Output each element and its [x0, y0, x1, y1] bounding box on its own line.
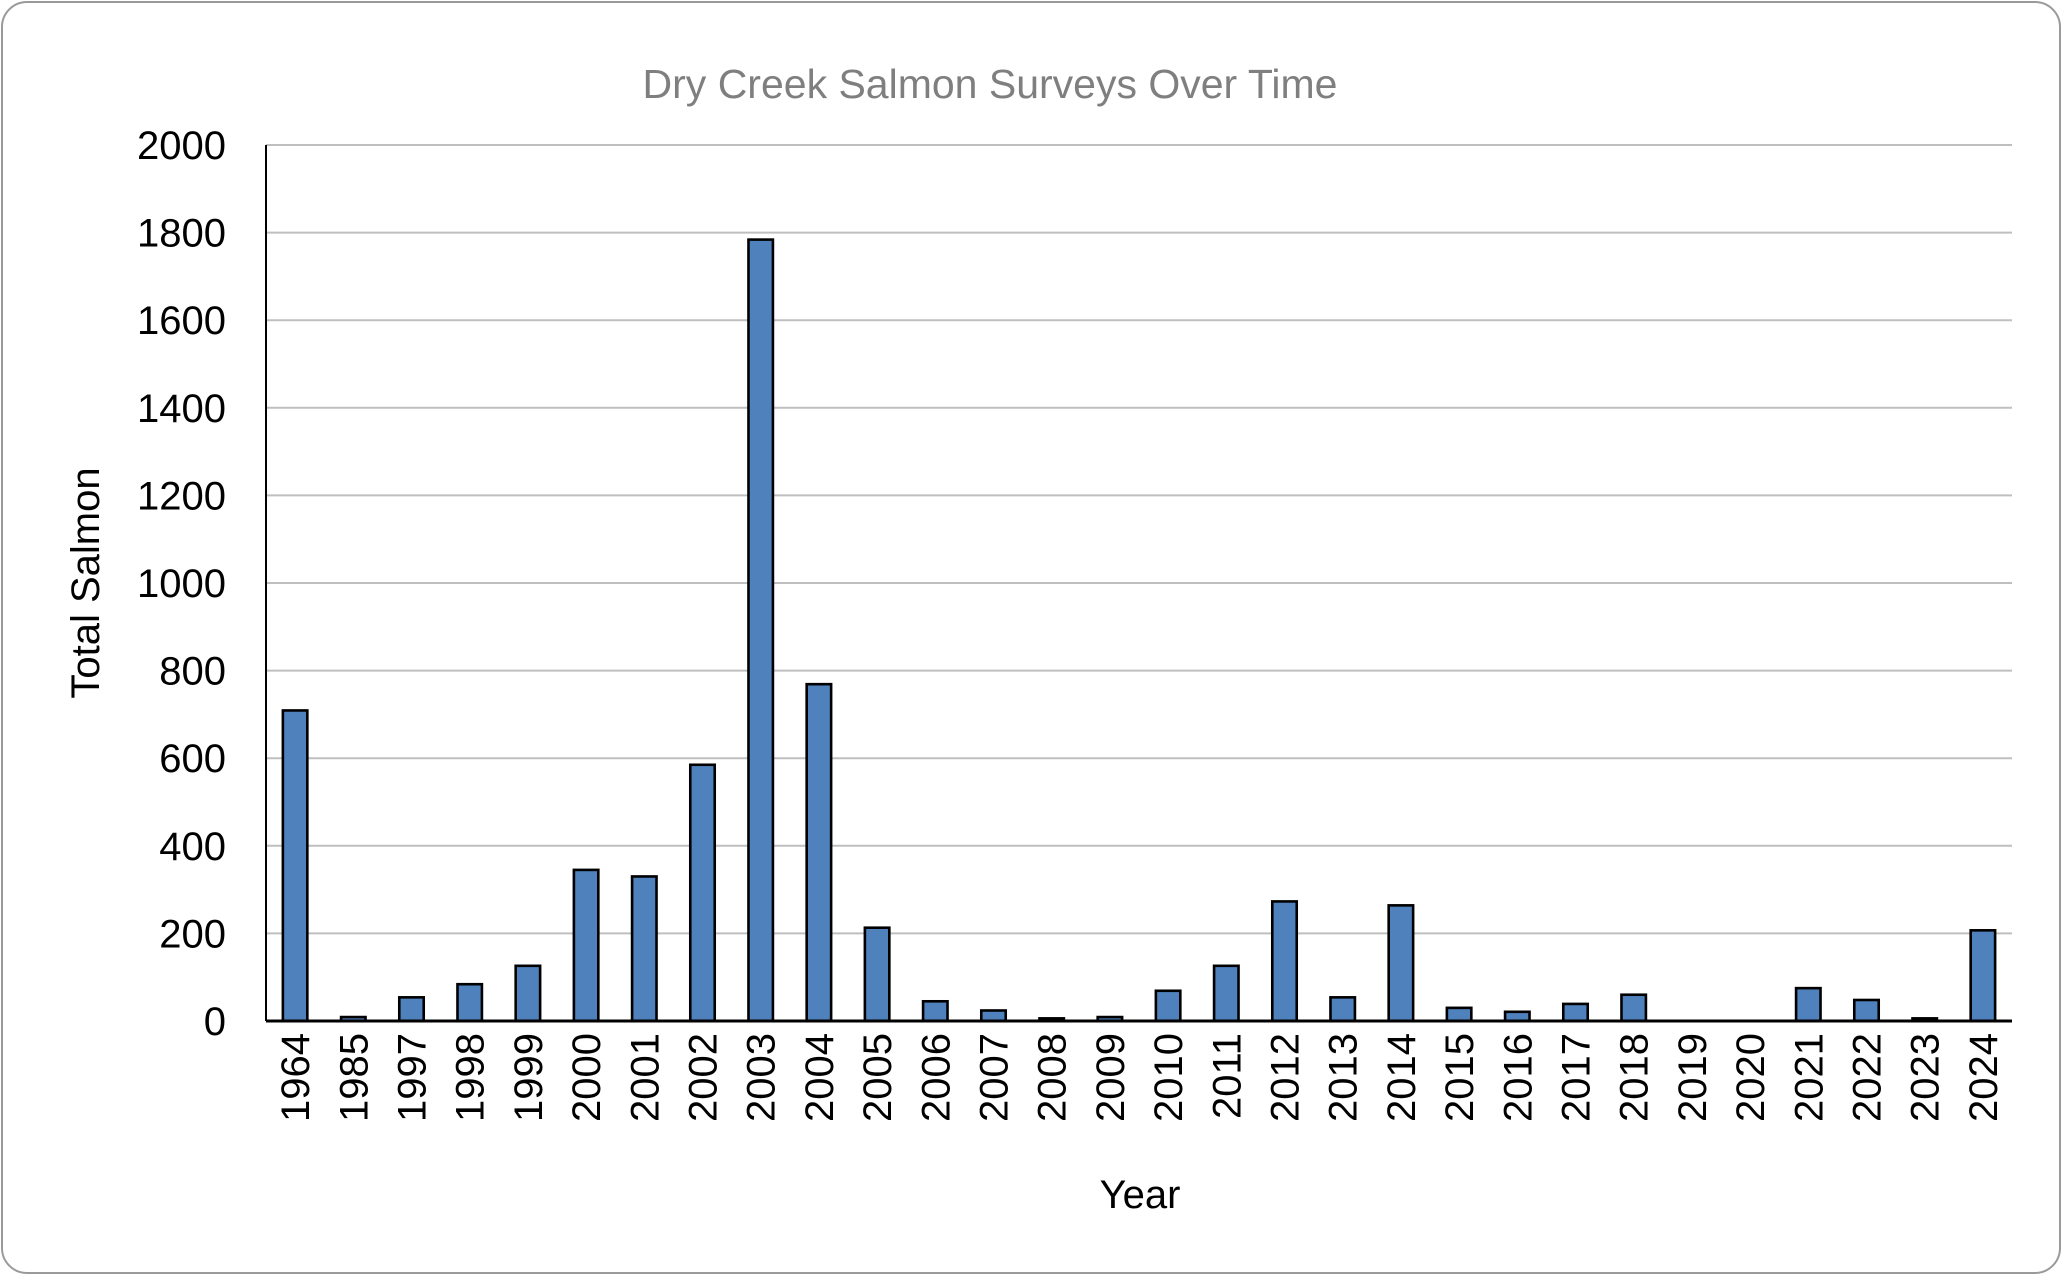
bar: [805, 682, 833, 1023]
bar: [863, 926, 891, 1023]
x-tick-label: 2011: [1205, 1033, 1249, 1119]
bar: [1154, 989, 1182, 1023]
x-tick-label: 1998: [449, 1033, 493, 1122]
y-tick-label: 0: [204, 1000, 226, 1044]
y-tick-label: 2000: [137, 124, 226, 168]
bar: [1212, 964, 1240, 1023]
x-tick-label: 2022: [1846, 1033, 1890, 1122]
bar: [688, 763, 717, 1023]
bar: [572, 868, 600, 1023]
x-tick-label: 2000: [565, 1033, 609, 1122]
x-tick-label: 2006: [914, 1033, 958, 1122]
x-tick-label: 2023: [1904, 1033, 1948, 1122]
bar: [1620, 993, 1648, 1023]
x-tick-label: 2021: [1787, 1033, 1831, 1122]
x-tick-label: 2003: [740, 1033, 784, 1122]
x-axis-label: Year: [1100, 1173, 1181, 1217]
bar: [921, 999, 949, 1023]
bar: [514, 964, 542, 1023]
y-tick-label: 1800: [137, 212, 226, 256]
bar: [1794, 986, 1822, 1023]
x-tick-label: 1999: [507, 1033, 551, 1122]
x-tick-label: 2015: [1438, 1033, 1482, 1122]
y-tick-label: 400: [159, 825, 226, 869]
x-tick-label: 2020: [1729, 1033, 1773, 1122]
bar: [979, 1009, 1008, 1023]
x-tick-label: 2018: [1613, 1033, 1657, 1122]
x-tick-label: 2017: [1555, 1033, 1599, 1122]
x-tick-label: 2009: [1089, 1033, 1133, 1122]
y-tick-label: 1600: [137, 299, 226, 343]
bar: [1387, 904, 1415, 1023]
y-tick-label: 1000: [137, 562, 226, 606]
y-tick-label: 200: [159, 912, 226, 956]
bar: [1270, 900, 1299, 1023]
x-tick-label: 2001: [623, 1033, 667, 1122]
y-tick-label: 1200: [137, 474, 226, 518]
x-tick-label: 2008: [1031, 1033, 1075, 1122]
chart-title: Dry Creek Salmon Surveys Over Time: [643, 61, 1338, 107]
bar: [1561, 1002, 1590, 1023]
x-tick-label: 2014: [1380, 1033, 1424, 1122]
x-tick-label: 2024: [1962, 1033, 2006, 1122]
x-tick-label: 2005: [856, 1033, 900, 1122]
x-tick-label: 2013: [1322, 1033, 1366, 1122]
bar: [630, 875, 658, 1023]
bar: [281, 709, 309, 1023]
x-tick-label: 1997: [391, 1033, 435, 1122]
x-tick-label: 2019: [1671, 1033, 1715, 1122]
x-tick-label: 2004: [798, 1033, 842, 1122]
x-tick-label: 2016: [1496, 1033, 1540, 1122]
x-tick-label: 2010: [1147, 1033, 1191, 1122]
x-tick-label: 1985: [332, 1033, 376, 1122]
bar: [1852, 998, 1881, 1023]
bar: [456, 982, 484, 1023]
x-tick-label: 1964: [274, 1033, 318, 1122]
bar: [747, 238, 775, 1023]
bar: [397, 996, 426, 1023]
y-tick-label: 800: [159, 650, 226, 694]
bar: [1329, 996, 1357, 1023]
x-tick-label: 2012: [1264, 1033, 1308, 1122]
bar: [1969, 929, 1997, 1023]
y-axis-label: Total Salmon: [64, 467, 108, 698]
x-tick-label: 2007: [973, 1033, 1017, 1122]
y-tick-label: 1400: [137, 387, 226, 431]
y-tick-label: 600: [159, 737, 226, 781]
x-tick-label: 2002: [682, 1033, 726, 1122]
bar: [1445, 1006, 1473, 1023]
